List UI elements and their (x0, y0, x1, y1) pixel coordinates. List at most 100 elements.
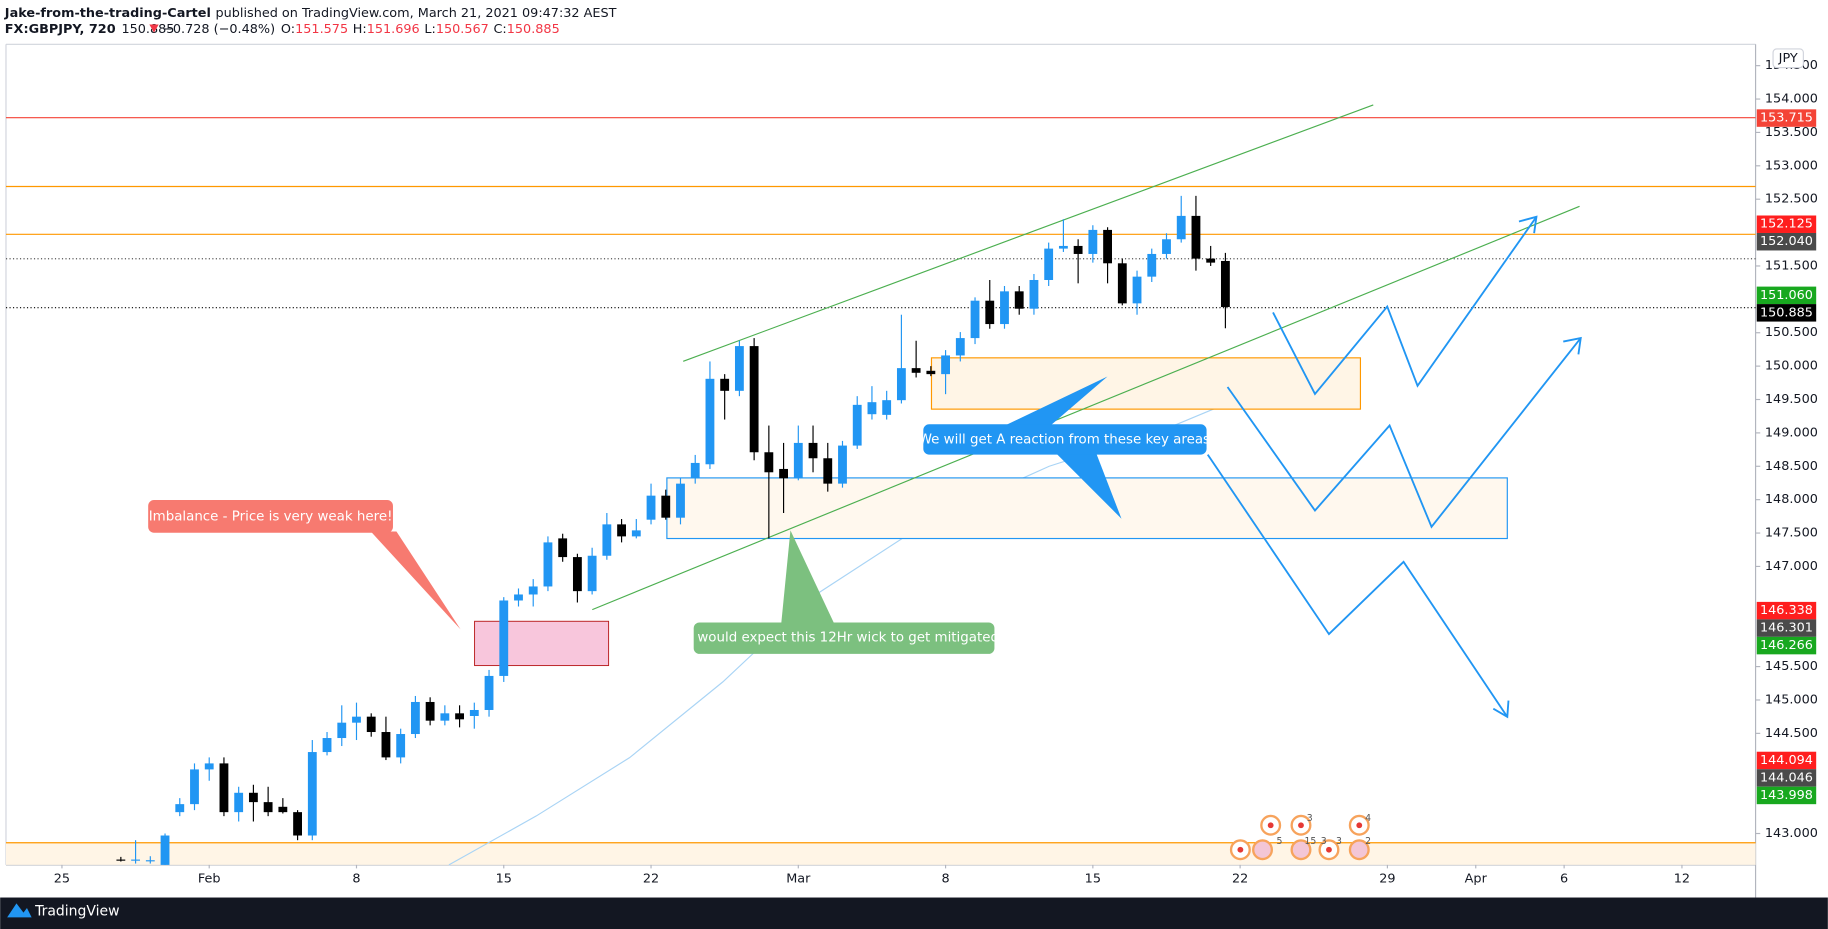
event-dot (1298, 822, 1304, 829)
candle-body (160, 835, 170, 865)
l-label: L: (424, 22, 435, 37)
candle-body (219, 763, 229, 813)
candle-body (1088, 229, 1098, 254)
event-icon (1290, 839, 1312, 861)
price-tag-label: 152.125 (1760, 217, 1813, 232)
candle-body (823, 458, 833, 484)
x-tick-label: 8 (942, 871, 950, 886)
candle-body (145, 860, 155, 862)
candle-body (911, 368, 921, 373)
published: published on TradingView.com, March 21, … (216, 5, 617, 20)
candle-body (293, 812, 302, 836)
callout-box (148, 500, 393, 533)
y-tick-label: 149.500 (1765, 392, 1818, 407)
event-dot (1267, 822, 1274, 829)
currency: JPY (1778, 51, 1798, 66)
events: 3 4 5 15 3 3 2 (1229, 813, 1371, 861)
footer-bar (0, 897, 1828, 929)
x-tick-label: 29 (1379, 871, 1395, 886)
event-count: 3 (1321, 836, 1327, 847)
candle-body (204, 763, 214, 770)
price-tag (1756, 286, 1817, 305)
candle-body (1132, 276, 1142, 304)
projections (1206, 215, 1582, 719)
price-tag-label: 146.338 (1760, 603, 1813, 618)
event-dot (1237, 846, 1244, 853)
channel-upper (683, 104, 1374, 362)
callout-tail (781, 530, 835, 625)
candle-body (808, 442, 818, 459)
candle-body (1117, 263, 1127, 304)
event-count: 15 (1304, 836, 1316, 847)
candle-body (337, 722, 347, 739)
currency-box (1772, 48, 1804, 69)
candle-body (1176, 215, 1186, 240)
candle-body (867, 402, 877, 415)
candle-body (1103, 229, 1112, 264)
price-tag (1756, 786, 1817, 805)
candle-body (1206, 258, 1216, 263)
price-tag (1756, 619, 1817, 637)
event-count: 3 (1336, 836, 1342, 847)
event-count: 5 (1277, 836, 1283, 847)
brand-logo (7, 903, 32, 918)
h-label: H: (353, 22, 367, 37)
candle-body (734, 346, 744, 391)
candle-body (396, 734, 406, 758)
candle-body (1073, 245, 1083, 254)
price-tag (1756, 751, 1817, 770)
candle-body (985, 300, 995, 325)
candle-body (661, 495, 671, 518)
price-tag (1756, 304, 1817, 322)
candle-body (234, 792, 244, 813)
demand-zone (666, 477, 1508, 540)
price-tag (1756, 769, 1817, 787)
event-dot (1326, 846, 1332, 853)
candle-body (499, 600, 509, 676)
event-count: 4 (1365, 813, 1371, 824)
annotation: We will get A reaction from these key ar… (919, 432, 1210, 447)
c-label: C: (493, 22, 506, 37)
candle-body (131, 859, 140, 861)
candle-body (587, 555, 597, 592)
y-tick-label: 148.500 (1765, 459, 1818, 474)
price-tag-label: 146.301 (1760, 621, 1813, 636)
y-tick-label: 154.000 (1765, 92, 1818, 107)
candle-body (116, 859, 126, 861)
change-line: −0.728 (−0.48%) O:151.575 H:151.696 L:150.5… (162, 22, 560, 37)
candle-body (1162, 239, 1171, 254)
x-tick-label: 22 (1232, 871, 1248, 886)
price-tag (1756, 215, 1817, 233)
candle-body (779, 468, 788, 479)
candle-body (720, 378, 730, 391)
last-price: 150.885 (121, 22, 174, 37)
event-count: 2 (1365, 836, 1371, 847)
y-tick-label: 144.500 (1765, 726, 1818, 741)
candle-body (263, 802, 273, 813)
y-tick-label: 153.000 (1765, 158, 1818, 173)
imbalance-zone (474, 620, 610, 667)
price-tag (1756, 232, 1817, 251)
change: −0.728 (−0.48%) (162, 22, 275, 37)
candle-body (1029, 279, 1039, 309)
x-tick-label: Mar (786, 871, 811, 886)
candle-body (322, 738, 332, 753)
bottom-zone (5, 842, 1756, 865)
candle-body (970, 300, 980, 339)
price-tag (1756, 636, 1817, 655)
arrow-head (1518, 215, 1538, 234)
y-tick-label: 145.000 (1765, 692, 1818, 707)
callout-tail (1055, 452, 1122, 519)
candle-body (175, 804, 185, 813)
candle-body (852, 404, 862, 446)
x-tick-label: 15 (496, 871, 512, 886)
candle-body (425, 701, 435, 721)
arrow-head (1492, 700, 1510, 719)
candle-body (602, 524, 612, 556)
candle-body (676, 483, 685, 518)
y-tick-label: 152.500 (1765, 192, 1818, 207)
price-tag (1756, 109, 1817, 127)
arrow-head (1563, 336, 1582, 355)
